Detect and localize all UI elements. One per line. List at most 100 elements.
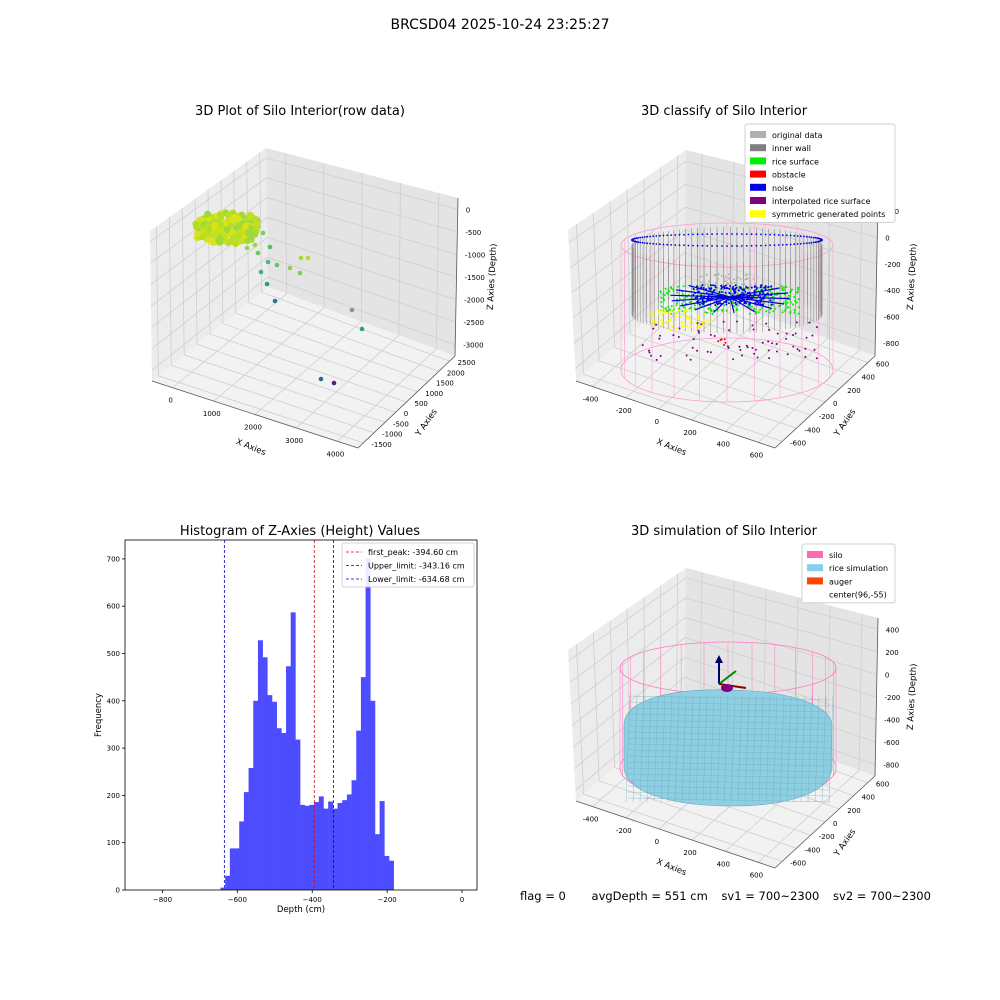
p4-x-tick-label: 0 bbox=[655, 838, 659, 846]
p2-point bbox=[728, 329, 731, 332]
p1-x-tick-label: 4000 bbox=[326, 450, 344, 458]
p2-point bbox=[784, 309, 786, 312]
p2-point bbox=[741, 291, 744, 294]
p2-point bbox=[775, 343, 778, 345]
p2-point bbox=[734, 284, 737, 287]
p4-rice-mesh bbox=[751, 695, 757, 803]
p1-point bbox=[272, 298, 278, 304]
p2-point bbox=[784, 308, 787, 311]
p2-point bbox=[781, 311, 784, 314]
p2-point bbox=[761, 341, 764, 344]
p2-point bbox=[678, 327, 681, 330]
p2-point bbox=[752, 277, 755, 280]
p2-noise-point bbox=[711, 245, 713, 247]
p2-point bbox=[675, 312, 678, 315]
p2-point bbox=[712, 284, 714, 287]
p2-noise-point bbox=[764, 233, 767, 236]
p4-grid-z bbox=[570, 617, 878, 705]
p1-point bbox=[255, 250, 261, 256]
p2-point bbox=[692, 322, 695, 325]
histogram-bar bbox=[234, 848, 240, 890]
p2-point bbox=[726, 345, 729, 348]
p2-noise-point bbox=[777, 244, 780, 246]
p4-z-tick-label: -800 bbox=[883, 762, 899, 770]
p2-point bbox=[688, 321, 691, 324]
p2-legend-entry: interpolated rice surface bbox=[772, 197, 870, 206]
histogram-bar bbox=[384, 855, 390, 890]
p2-point bbox=[726, 309, 728, 312]
p2-point bbox=[692, 293, 695, 296]
p2-noise-point bbox=[812, 236, 815, 239]
p2-point bbox=[733, 292, 736, 295]
p2-point bbox=[668, 311, 671, 314]
p2-point bbox=[707, 286, 710, 288]
p2-point bbox=[696, 300, 699, 303]
histogram-bar bbox=[276, 728, 282, 890]
p2-point bbox=[753, 352, 756, 355]
p1-z-tick-label: -2000 bbox=[464, 297, 484, 305]
p2-point bbox=[738, 345, 741, 348]
p2-noise-point bbox=[755, 233, 758, 236]
p2-point bbox=[723, 304, 726, 307]
p2-noise-point bbox=[777, 234, 780, 236]
p4-rice-mesh bbox=[632, 695, 638, 803]
histogram-y-tick-label: 700 bbox=[107, 555, 120, 563]
p2-point bbox=[746, 277, 749, 280]
p2-noise-point bbox=[726, 233, 728, 235]
p2-point bbox=[696, 288, 699, 291]
p2-noise-point bbox=[674, 244, 677, 246]
p1-point bbox=[204, 236, 212, 244]
p4-rice-mesh bbox=[681, 695, 687, 803]
histogram-y-tick-label: 0 bbox=[116, 887, 120, 895]
p1-z-tick-label: -3000 bbox=[463, 342, 483, 350]
p4-rice-mesh bbox=[627, 713, 831, 719]
p2-x-axis-line bbox=[575, 380, 776, 449]
p2-point bbox=[660, 305, 663, 308]
p2-point bbox=[751, 324, 754, 327]
p2-point bbox=[785, 285, 788, 288]
histogram-y-axis-label: Frequency bbox=[94, 693, 104, 737]
p2-point bbox=[682, 305, 685, 308]
figure-title: BRCSD04 2025-10-24 23:25:27 bbox=[390, 17, 610, 33]
p4-auger bbox=[721, 684, 733, 692]
p2-point bbox=[706, 350, 709, 353]
p2-noise-spoke bbox=[680, 296, 731, 307]
p2-noise-spoke bbox=[729, 296, 785, 305]
p2-noise-point bbox=[674, 234, 677, 236]
p4-legend-entry: auger bbox=[829, 577, 853, 586]
p2-point bbox=[789, 312, 792, 315]
p4-rice-mesh bbox=[627, 743, 831, 749]
p2-noise-point bbox=[741, 245, 743, 247]
p2-noise-point bbox=[649, 235, 651, 238]
p2-point bbox=[708, 321, 711, 324]
p2-point bbox=[796, 290, 799, 293]
p2-point bbox=[662, 297, 665, 300]
p2-point bbox=[682, 293, 684, 296]
p2-z-tick-label: -200 bbox=[885, 261, 901, 269]
p2-point bbox=[650, 316, 653, 319]
histogram-bar bbox=[314, 802, 320, 890]
p2-point bbox=[770, 285, 773, 288]
p1-point bbox=[252, 242, 258, 248]
p2-point bbox=[676, 291, 679, 294]
histogram-y-tick-label: 500 bbox=[107, 650, 120, 658]
p2-point bbox=[719, 339, 722, 342]
p2-point bbox=[759, 284, 762, 287]
p2-point bbox=[786, 353, 789, 356]
p2-point bbox=[680, 315, 683, 318]
p2-point bbox=[792, 345, 795, 348]
p2-point bbox=[651, 311, 653, 314]
p1-y-tick-label: 2000 bbox=[447, 369, 465, 377]
p4-z-tick-label: 400 bbox=[886, 626, 899, 634]
p2-point bbox=[721, 291, 723, 293]
p4-rice-mesh bbox=[716, 695, 722, 803]
p2-point bbox=[741, 354, 743, 357]
p2-point bbox=[785, 304, 788, 307]
p2-noise-point bbox=[750, 233, 753, 236]
p1-y-axis-line bbox=[357, 355, 456, 449]
p1-z-tick-label: -2500 bbox=[464, 319, 484, 327]
p2-point bbox=[724, 291, 727, 294]
p4-legend-swatch bbox=[807, 577, 823, 585]
p2-point bbox=[771, 342, 774, 345]
p2-noise-point bbox=[658, 243, 661, 246]
